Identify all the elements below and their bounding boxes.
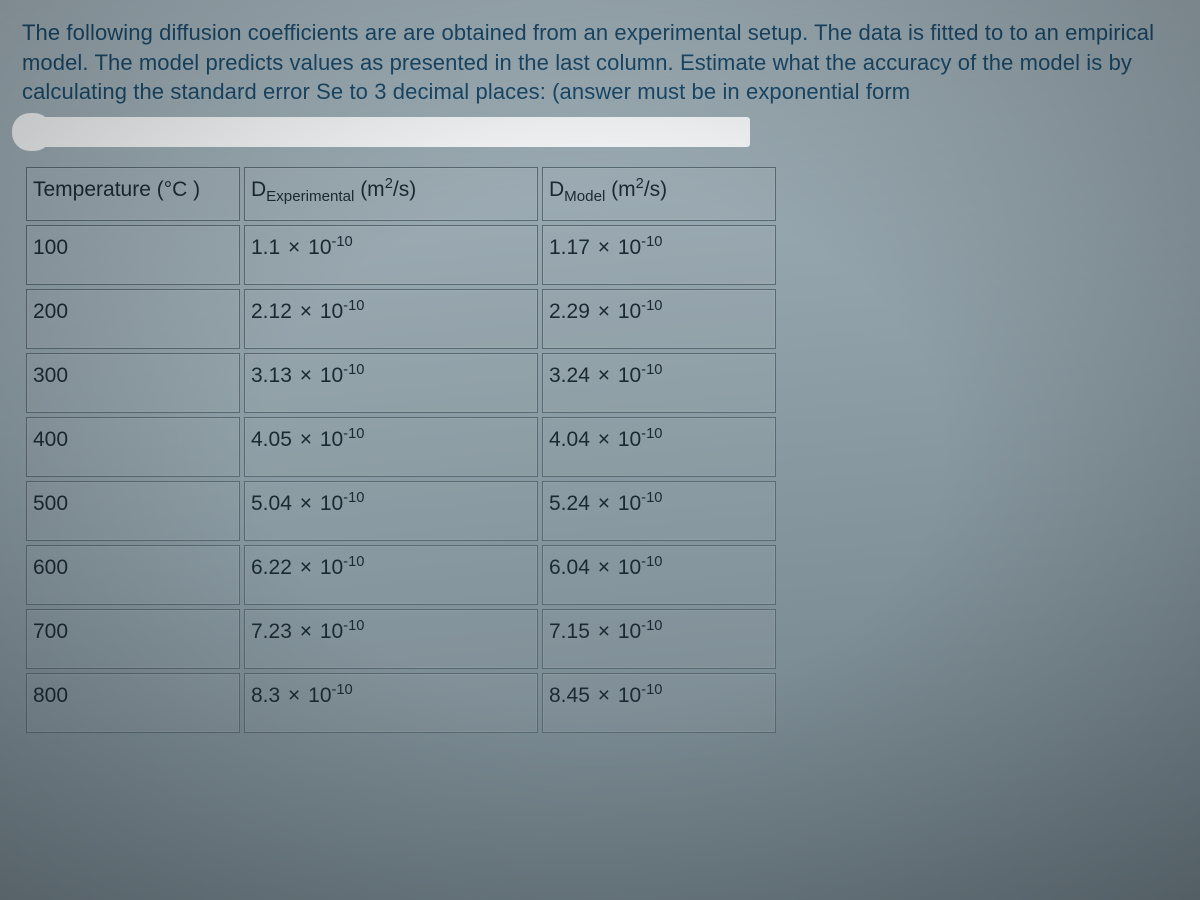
table-row: 700 7.23 × 10-10 7.15 × 10-10	[26, 609, 776, 669]
cell-temperature: 700	[26, 609, 240, 669]
table-header-row: Temperature (°C ) DExperimental (m2/s) D…	[26, 167, 776, 221]
cell-d-experimental: 3.13 × 10-10	[244, 353, 538, 413]
cell-temperature: 400	[26, 417, 240, 477]
table-row: 500 5.04 × 10-10 5.24 × 10-10	[26, 481, 776, 541]
table-row: 200 2.12 × 10-10 2.29 × 10-10	[26, 289, 776, 349]
cell-d-experimental: 1.1 × 10-10	[244, 225, 538, 285]
cell-d-model: 2.29 × 10-10	[542, 289, 776, 349]
cell-d-model: 7.15 × 10-10	[542, 609, 776, 669]
cell-d-experimental: 8.3 × 10-10	[244, 673, 538, 733]
col-header-temperature: Temperature (°C )	[26, 167, 240, 221]
cell-d-model: 5.24 × 10-10	[542, 481, 776, 541]
cell-temperature: 500	[26, 481, 240, 541]
cell-d-model: 3.24 × 10-10	[542, 353, 776, 413]
cell-d-model: 8.45 × 10-10	[542, 673, 776, 733]
table-row: 400 4.05 × 10-10 4.04 × 10-10	[26, 417, 776, 477]
cell-d-model: 1.17 × 10-10	[542, 225, 776, 285]
cell-d-model: 6.04 × 10-10	[542, 545, 776, 605]
col-header-d-experimental: DExperimental (m2/s)	[244, 167, 538, 221]
cell-temperature: 600	[26, 545, 240, 605]
cell-temperature: 200	[26, 289, 240, 349]
table-body: 100 1.1 × 10-10 1.17 × 10-10 200 2.12 × …	[26, 225, 776, 733]
cell-d-experimental: 6.22 × 10-10	[244, 545, 538, 605]
redacted-region	[22, 117, 750, 147]
cell-temperature: 300	[26, 353, 240, 413]
question-prompt: The following diffusion coefficients are…	[22, 18, 1178, 107]
table-row: 800 8.3 × 10-10 8.45 × 10-10	[26, 673, 776, 733]
cell-d-experimental: 7.23 × 10-10	[244, 609, 538, 669]
table-row: 300 3.13 × 10-10 3.24 × 10-10	[26, 353, 776, 413]
table-row: 100 1.1 × 10-10 1.17 × 10-10	[26, 225, 776, 285]
cell-d-experimental: 5.04 × 10-10	[244, 481, 538, 541]
cell-temperature: 100	[26, 225, 240, 285]
col-header-d-model: DModel (m2/s)	[542, 167, 776, 221]
cell-d-model: 4.04 × 10-10	[542, 417, 776, 477]
cell-d-experimental: 2.12 × 10-10	[244, 289, 538, 349]
cell-temperature: 800	[26, 673, 240, 733]
diffusion-table: Temperature (°C ) DExperimental (m2/s) D…	[22, 163, 780, 737]
cell-d-experimental: 4.05 × 10-10	[244, 417, 538, 477]
table-row: 600 6.22 × 10-10 6.04 × 10-10	[26, 545, 776, 605]
